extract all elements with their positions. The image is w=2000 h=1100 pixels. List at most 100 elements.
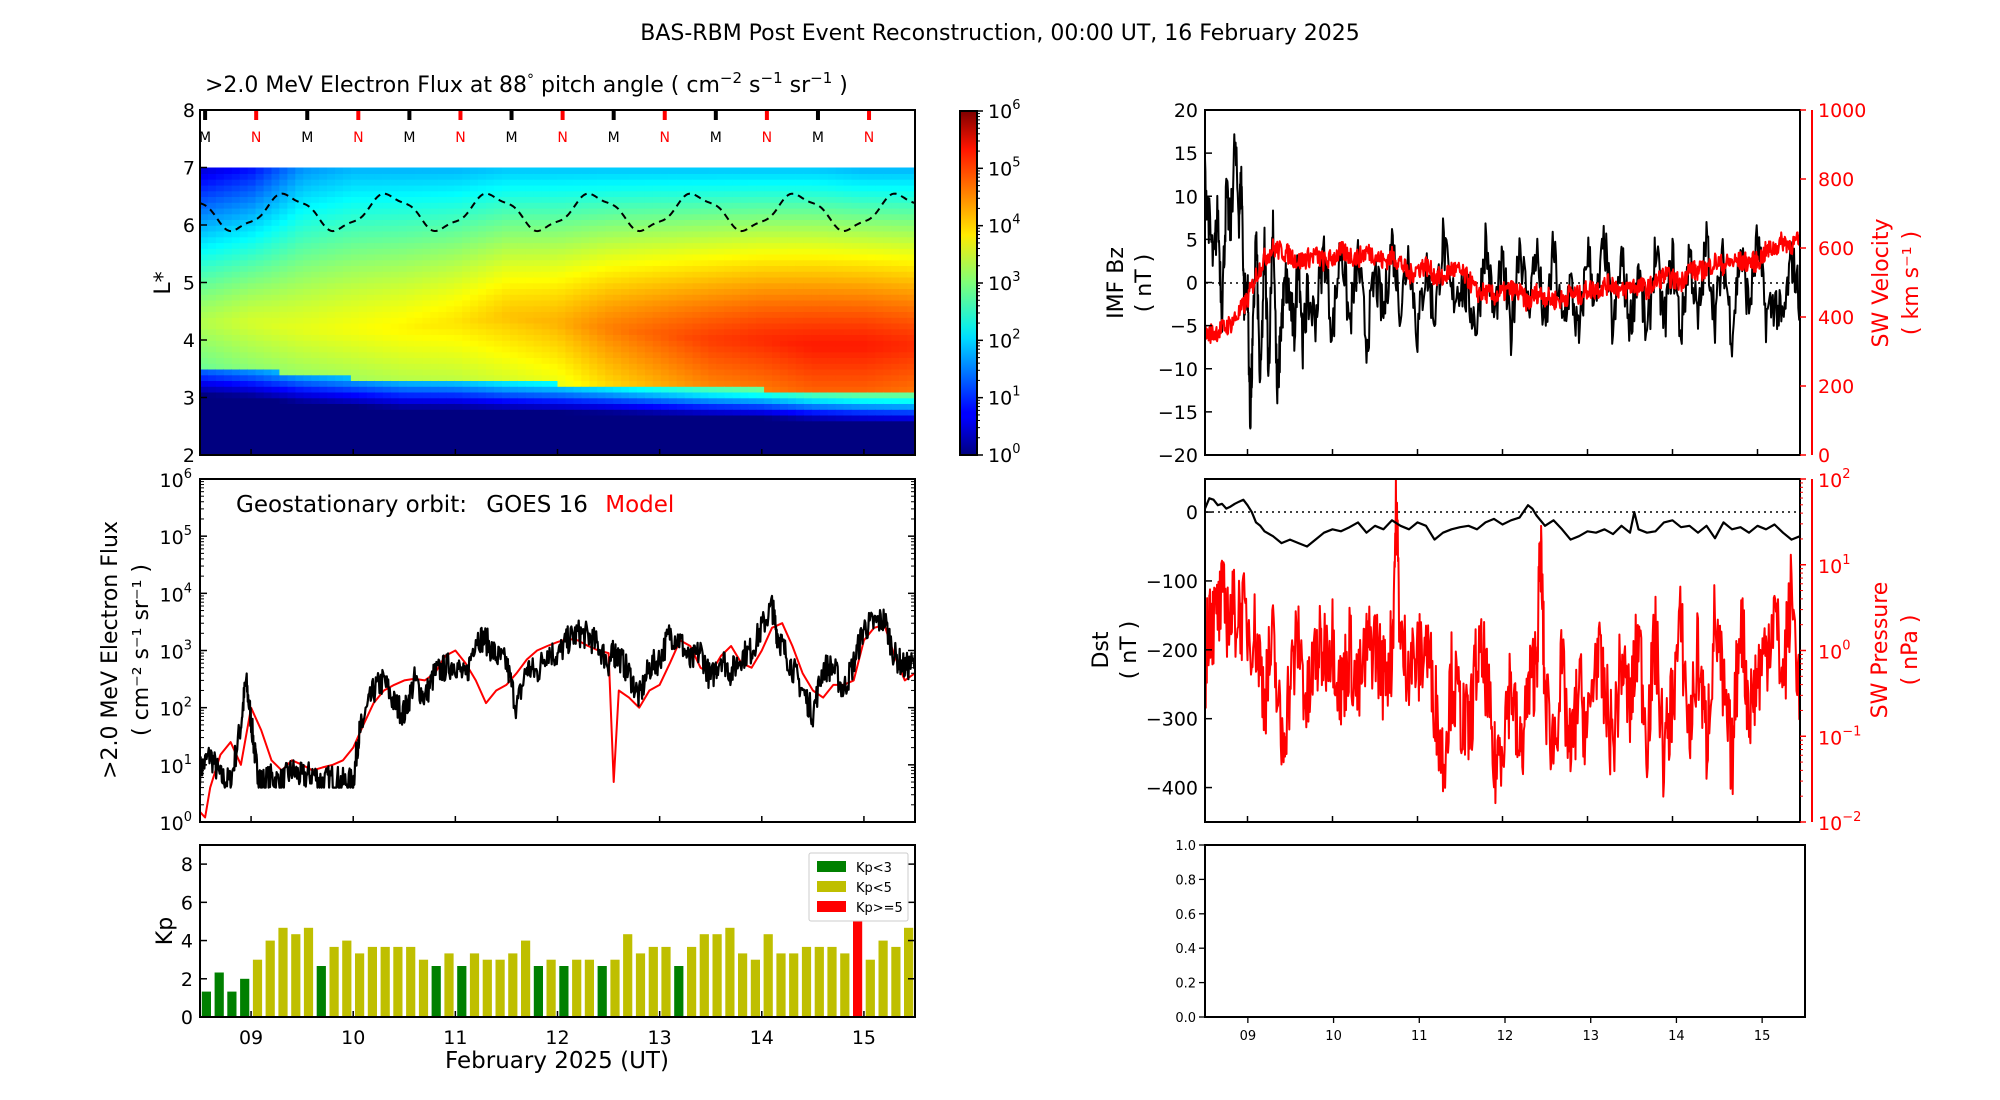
heatmap-cell: [223, 363, 233, 370]
heatmap-cell: [795, 363, 805, 370]
heatmap-cell: [589, 317, 598, 324]
heatmap-cell: [525, 196, 535, 203]
heatmap-cell: [708, 259, 718, 266]
heatmap-cell: [303, 196, 312, 203]
heatmap-cell: [684, 345, 694, 353]
heatmap-cell: [525, 236, 535, 244]
heatmap-cell: [525, 305, 535, 312]
heatmap-cell: [756, 253, 765, 261]
heatmap-cell: [740, 282, 749, 289]
heatmap-cell: [295, 265, 304, 272]
heatmap-cell: [255, 294, 265, 301]
heatmap-cell: [835, 288, 845, 295]
heatmap-cell: [779, 322, 789, 330]
heatmap-cell: [589, 242, 598, 249]
heatmap-cell: [478, 179, 487, 186]
heatmap-cell: [692, 437, 702, 445]
heatmap-cell: [875, 414, 884, 422]
heatmap-cell: [319, 259, 328, 266]
heatmap-cell: [883, 179, 892, 186]
heatmap-cell: [327, 449, 336, 455]
heatmap-cell: [486, 265, 495, 272]
heatmap-cell: [311, 305, 320, 312]
heatmap-cell: [629, 322, 638, 330]
heatmap-cell: [644, 334, 654, 341]
heatmap-cell: [335, 202, 344, 209]
heatmap-cell: [454, 271, 463, 278]
heatmap-cell: [414, 322, 424, 330]
heatmap-cell: [517, 374, 527, 381]
heatmap-cell: [422, 207, 432, 215]
heatmap-cell: [493, 265, 503, 272]
heatmap-cell: [859, 230, 869, 238]
heatmap-cell: [787, 449, 797, 455]
heatmap-cell: [279, 242, 289, 249]
heatmap-cell: [525, 230, 535, 238]
heatmap-cell: [454, 317, 463, 324]
heatmap-cell: [295, 449, 304, 455]
heatmap-cell: [350, 173, 360, 180]
heatmap-cell: [827, 380, 837, 387]
heatmap-cell: [446, 340, 455, 347]
heatmap-cell: [454, 190, 463, 197]
heatmap-cell: [207, 253, 217, 261]
heatmap-cell: [557, 253, 567, 261]
heatmap-cell: [541, 443, 551, 450]
heatmap-cell: [525, 351, 535, 358]
heatmap-cell: [201, 230, 209, 238]
heatmap-cell: [811, 242, 821, 249]
heatmap-cell: [573, 276, 583, 284]
heatmap-cell: [629, 236, 638, 244]
heatmap-cell: [255, 334, 265, 341]
heatmap-cell: [215, 276, 225, 284]
imf-ylabel-line1: IMF Bz: [1104, 247, 1129, 319]
heatmap-cell: [899, 328, 908, 335]
heatmap-cell: [438, 248, 447, 255]
heatmap-cell: [255, 305, 265, 312]
heatmap-cell: [764, 328, 773, 335]
heatmap-cell: [557, 299, 567, 307]
heatmap-cell: [835, 374, 845, 381]
heatmap-cell: [255, 437, 265, 445]
heatmap-cell: [883, 242, 892, 249]
heatmap-cell: [573, 196, 583, 203]
heatmap-cell: [589, 179, 598, 186]
heatmap-cell: [454, 328, 463, 335]
heatmap-cell: [311, 294, 320, 301]
heatmap-cell: [708, 242, 718, 249]
heatmap-cell: [215, 167, 225, 174]
heatmap-cell: [795, 414, 805, 422]
kp-legend-label: Kp<3: [856, 861, 892, 876]
heatmap-cell: [875, 179, 884, 186]
heatmap-cell: [327, 437, 336, 445]
mlt-label: N: [353, 130, 363, 146]
heatmap-cell: [827, 414, 837, 422]
heatmap-cell: [565, 271, 575, 278]
heatmap-cell: [533, 340, 543, 347]
heatmap-cell: [470, 334, 479, 341]
heatmap-cell: [644, 322, 654, 330]
heatmap-cell: [422, 357, 432, 364]
heatmap-cell: [716, 196, 726, 203]
heatmap-cell: [851, 403, 861, 410]
heatmap-cell: [271, 345, 281, 353]
heatmap-cell: [470, 242, 479, 249]
heatmap-cell: [621, 219, 630, 226]
heatmap-cell: [716, 225, 726, 232]
heatmap-cell: [239, 437, 249, 445]
heatmap-cell: [549, 305, 559, 312]
heatmap-cell: [636, 265, 646, 272]
heatmap-cell: [565, 328, 575, 335]
heatmap-cell: [478, 202, 487, 209]
heatmap-cell: [883, 357, 892, 364]
heatmap-cell: [201, 311, 209, 318]
tick-label-exponent: −2: [1842, 810, 1861, 825]
heatmap-cell: [629, 340, 638, 347]
heatmap-cell: [700, 363, 710, 370]
heatmap-cell: [859, 437, 869, 445]
heatmap-cell: [541, 167, 551, 174]
heatmap-cell: [811, 202, 821, 209]
heatmap-cell: [636, 426, 646, 433]
heatmap-cell: [509, 311, 519, 318]
heatmap-cell: [676, 414, 686, 422]
